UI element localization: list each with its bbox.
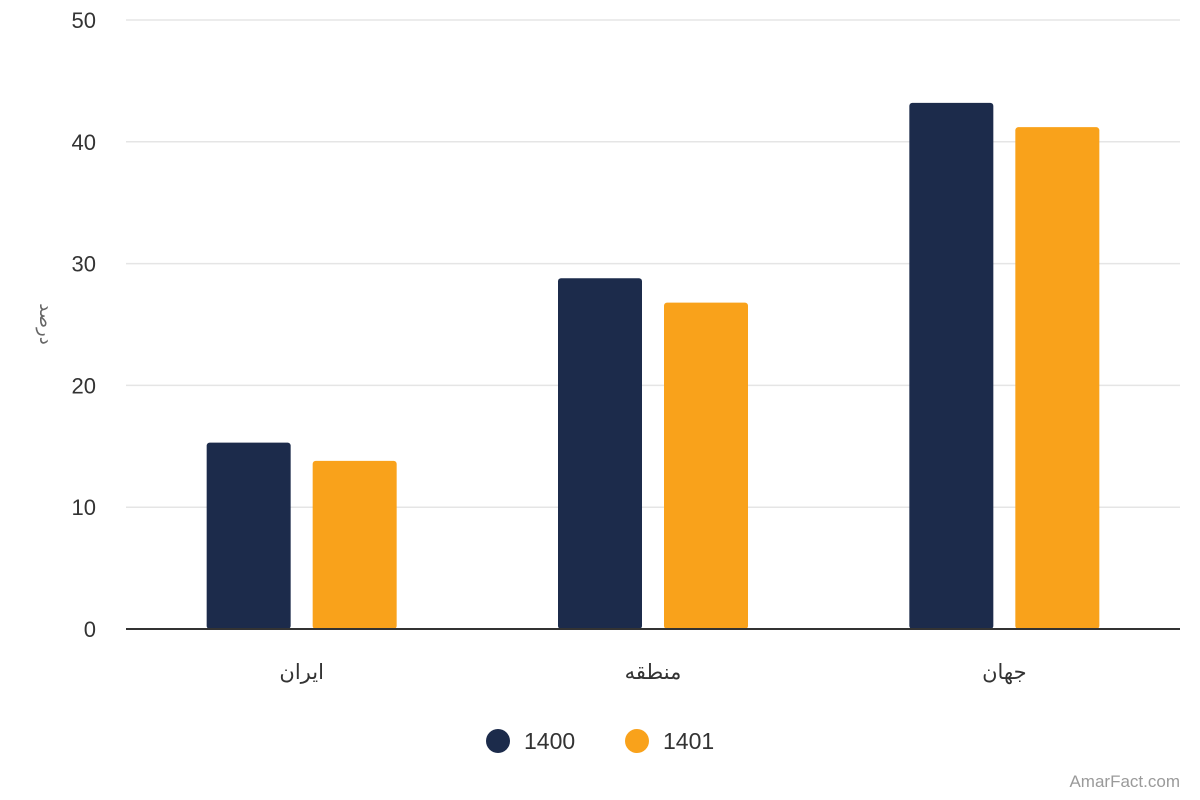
legend: 1400 1401	[486, 728, 714, 754]
bar-1400-0	[206, 442, 291, 629]
y-tick-label: 30	[72, 252, 96, 277]
y-tick-label: 40	[72, 130, 96, 155]
source-credit: AmarFact.com	[1069, 772, 1180, 791]
y-tick-labels: 0 10 20 30 40 50	[72, 8, 96, 642]
y-axis-title: درصد	[36, 303, 56, 344]
x-tick-label: ایران	[279, 661, 324, 684]
legend-label: 1401	[663, 728, 714, 754]
x-tick-label: منطقه	[625, 661, 682, 684]
y-tick-label: 20	[72, 373, 96, 398]
bar-1401-2	[1015, 127, 1100, 630]
bar-1400-2	[909, 102, 994, 630]
legend-marker	[486, 729, 510, 753]
y-tick-label: 10	[72, 495, 96, 520]
legend-label: 1400	[524, 728, 575, 754]
y-tick-label: 0	[84, 617, 96, 642]
y-tick-label: 50	[72, 8, 96, 33]
gridlines	[126, 19, 1180, 508]
bar-1400-1	[558, 278, 642, 629]
legend-marker	[625, 729, 649, 753]
bars	[206, 102, 1100, 630]
bar-1401-0	[312, 460, 397, 629]
x-tick-labels: ایران منطقه جهان	[279, 661, 1026, 684]
legend-item-1400[interactable]: 1400	[486, 728, 575, 754]
legend-item-1401[interactable]: 1401	[625, 728, 714, 754]
x-tick-label: جهان	[982, 661, 1026, 684]
bar-1401-1	[664, 302, 748, 629]
